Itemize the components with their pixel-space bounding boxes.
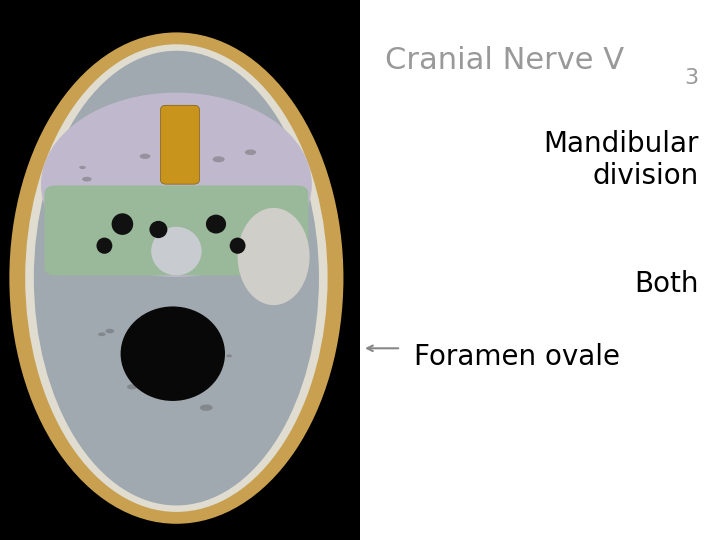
Ellipse shape — [157, 199, 163, 202]
Text: Mandibular
division: Mandibular division — [543, 130, 698, 190]
Ellipse shape — [185, 366, 190, 368]
Ellipse shape — [171, 360, 183, 367]
Text: 3: 3 — [684, 68, 698, 87]
Ellipse shape — [82, 177, 91, 181]
Ellipse shape — [200, 404, 212, 411]
Ellipse shape — [9, 32, 343, 524]
Ellipse shape — [245, 150, 256, 155]
Ellipse shape — [121, 307, 225, 401]
Text: Cranial Nerve V: Cranial Nerve V — [385, 46, 624, 75]
Ellipse shape — [127, 384, 138, 389]
Ellipse shape — [168, 252, 173, 254]
Ellipse shape — [153, 378, 161, 382]
Ellipse shape — [6, 30, 347, 526]
Text: Both: Both — [634, 270, 698, 298]
Ellipse shape — [206, 215, 226, 233]
Ellipse shape — [150, 332, 161, 337]
FancyBboxPatch shape — [161, 105, 199, 184]
Ellipse shape — [150, 221, 167, 238]
Ellipse shape — [194, 327, 202, 331]
Ellipse shape — [184, 370, 189, 373]
Ellipse shape — [98, 333, 106, 336]
Ellipse shape — [226, 354, 232, 357]
Ellipse shape — [105, 329, 114, 333]
Bar — [360, 0, 720, 540]
Ellipse shape — [34, 51, 319, 505]
Ellipse shape — [112, 213, 133, 235]
Ellipse shape — [25, 44, 328, 512]
Ellipse shape — [151, 227, 202, 275]
Ellipse shape — [230, 238, 246, 254]
Ellipse shape — [79, 166, 86, 169]
Ellipse shape — [212, 156, 225, 163]
Ellipse shape — [96, 238, 112, 254]
FancyBboxPatch shape — [45, 186, 308, 275]
Ellipse shape — [41, 92, 312, 277]
Text: Foramen ovale: Foramen ovale — [414, 343, 620, 371]
Ellipse shape — [140, 153, 150, 159]
Ellipse shape — [238, 208, 310, 305]
